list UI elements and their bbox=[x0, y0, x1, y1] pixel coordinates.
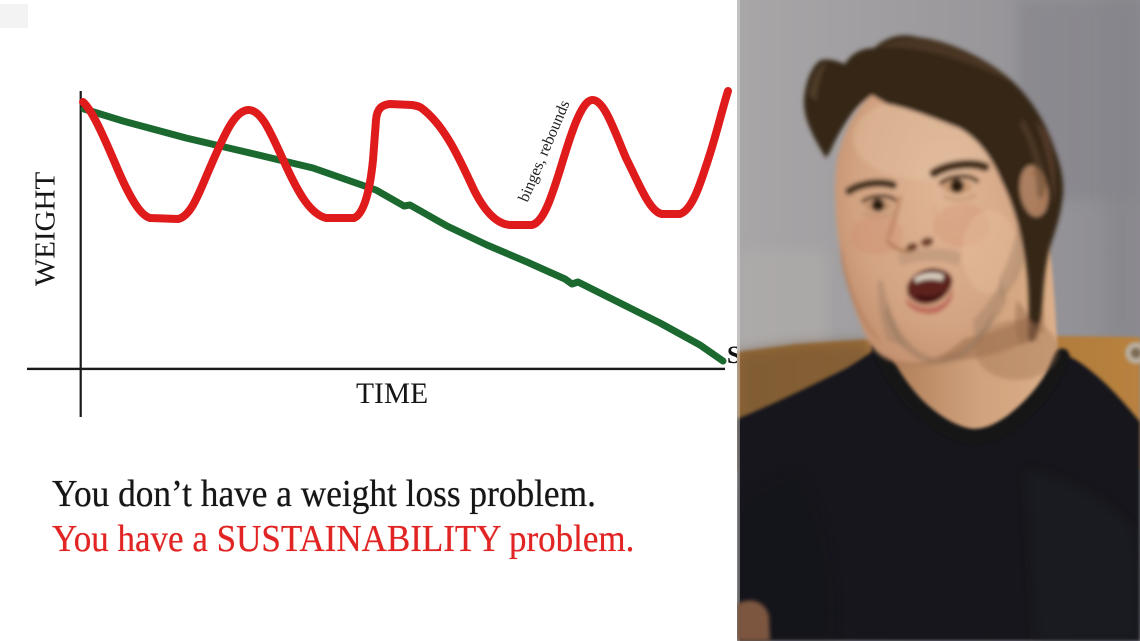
svg-text:S: S bbox=[727, 342, 737, 369]
